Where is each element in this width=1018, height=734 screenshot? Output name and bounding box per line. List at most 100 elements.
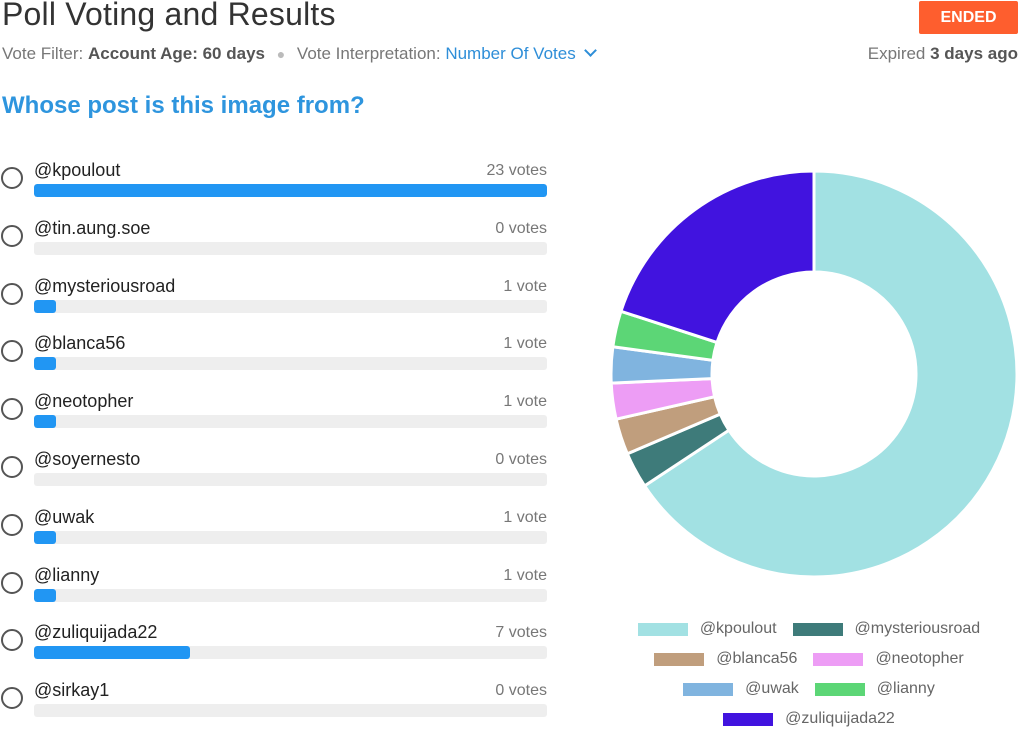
poll-option[interactable]: @tin.aung.soe 0 votes [0,216,550,272]
expired-value: 3 days ago [930,44,1018,63]
option-label: @uwak [34,506,95,527]
legend-item[interactable]: @neotopher [813,650,964,668]
vote-bar-fill [34,357,57,371]
vote-interpretation-dropdown[interactable]: Number Of Votes [445,44,597,63]
chart-legend: @kpoulout @mysteriousroad @blanca56 @neotop… [600,614,1018,734]
legend-label: @zuliquijada22 [785,710,895,727]
legend-swatch [683,682,734,696]
page-title: Poll Voting and Results [2,0,336,32]
poll-option[interactable]: @lianny 1 vote [0,563,550,619]
poll-option[interactable]: @blanca56 1 vote [0,331,550,387]
option-vote-count: 1 vote [503,393,547,411]
poll-option[interactable]: @sirkay1 0 votes [0,678,550,734]
vote-bar-track [34,530,547,544]
option-label: @soyernesto [34,449,141,469]
legend-label: @blanca56 [716,650,798,667]
option-vote-count: 1 vote [503,277,547,295]
vote-bar-fill [34,184,547,197]
option-radio[interactable] [1,629,23,652]
vote-bar-fill [34,415,57,429]
vote-bar-track [34,415,547,429]
vote-bar-track [34,184,547,197]
legend-label: @neotopher [875,650,964,667]
vote-bar-track [34,588,547,602]
option-radio[interactable] [1,224,23,247]
vote-bar-track [34,357,547,371]
vote-interpretation-value: Number Of Votes [445,44,576,63]
option-radio[interactable] [1,456,23,478]
legend-row: @uwak @lianny [600,674,1018,704]
option-vote-count: 7 votes [495,624,547,642]
chevron-down-icon [583,44,597,57]
vote-interpretation-label: Vote Interpretation: [296,44,441,63]
option-radio[interactable] [1,687,23,710]
legend-swatch [813,652,864,666]
option-label: @mysteriousroad [34,275,176,296]
legend-item[interactable]: @zuliquijada22 [723,710,895,728]
option-radio[interactable] [1,167,23,189]
legend-label: @lianny [876,680,935,697]
poll-question: Whose post is this image from? [2,92,365,119]
option-label: @zuliquijada22 [34,622,158,643]
donut-chart [610,170,1018,578]
option-vote-count: 0 votes [495,219,547,237]
donut-slice[interactable] [642,170,1018,578]
legend-row: @zuliquijada22 [600,704,1018,734]
vote-filter-value: Account Age: 60 days [88,44,265,63]
vote-filter-label: Vote Filter: [2,44,84,63]
option-vote-count: 1 vote [503,335,547,353]
legend-row: @blanca56 @neotopher [600,644,1018,674]
legend-label: @kpoulout [699,620,777,637]
legend-swatch [723,712,774,726]
option-vote-count: 1 vote [503,566,547,584]
legend-item[interactable]: @mysteriousroad [792,620,981,638]
option-label: @lianny [34,564,100,585]
legend-swatch [654,652,705,666]
option-vote-count: 0 votes [495,451,547,468]
expiry-info: Expired 3 days ago [868,44,1018,64]
option-radio[interactable] [1,282,23,305]
option-radio[interactable] [1,513,23,536]
legend-label: @mysteriousroad [854,620,981,637]
status-badge: ENDED [919,1,1018,34]
option-vote-count: 0 votes [495,682,547,700]
poll-option[interactable]: @uwak 1 vote [0,505,550,561]
poll-option[interactable]: @mysteriousroad 1 vote [0,274,550,330]
option-vote-count: 1 vote [503,508,547,526]
poll-option[interactable]: @kpoulout 23 votes [0,158,550,214]
vote-bar-fill [34,646,191,660]
option-vote-count: 23 votes [486,162,547,179]
legend-item[interactable]: @kpoulout [637,620,777,638]
donut-slice[interactable] [619,170,816,345]
legend-item[interactable]: @blanca56 [654,650,797,668]
vote-bar-track [34,241,547,255]
poll-option[interactable]: @neotopher 1 vote [0,389,550,445]
option-label: @kpoulout [34,160,121,180]
option-radio[interactable] [1,398,23,421]
option-label: @blanca56 [34,333,126,354]
poll-option[interactable]: @zuliquijada22 7 votes [0,620,550,676]
vote-bar-track [34,704,547,718]
legend-item[interactable]: @lianny [814,680,935,698]
vote-bar-fill [34,530,57,544]
option-radio[interactable] [1,571,23,594]
vote-bar-fill [34,299,57,313]
legend-swatch [637,622,688,636]
option-label: @sirkay1 [34,680,110,701]
legend-swatch [792,622,843,636]
vote-bar-track [34,299,547,313]
vote-bar-fill [34,588,57,602]
option-label: @neotopher [34,391,134,412]
filter-bar: Vote Filter: Account Age: 60 days ● Vote… [2,44,597,64]
legend-label: @uwak [745,680,799,697]
option-label: @tin.aung.soe [34,217,151,238]
separator-dot: ● [276,46,286,62]
vote-bar-track [34,473,547,486]
legend-item[interactable]: @uwak [683,680,799,698]
vote-bar-track [34,646,547,660]
poll-option[interactable]: @soyernesto 0 votes [0,447,550,503]
legend-row: @kpoulout @mysteriousroad [600,614,1018,644]
expired-label: Expired [867,44,926,63]
legend-swatch [814,682,865,696]
option-radio[interactable] [1,340,23,363]
